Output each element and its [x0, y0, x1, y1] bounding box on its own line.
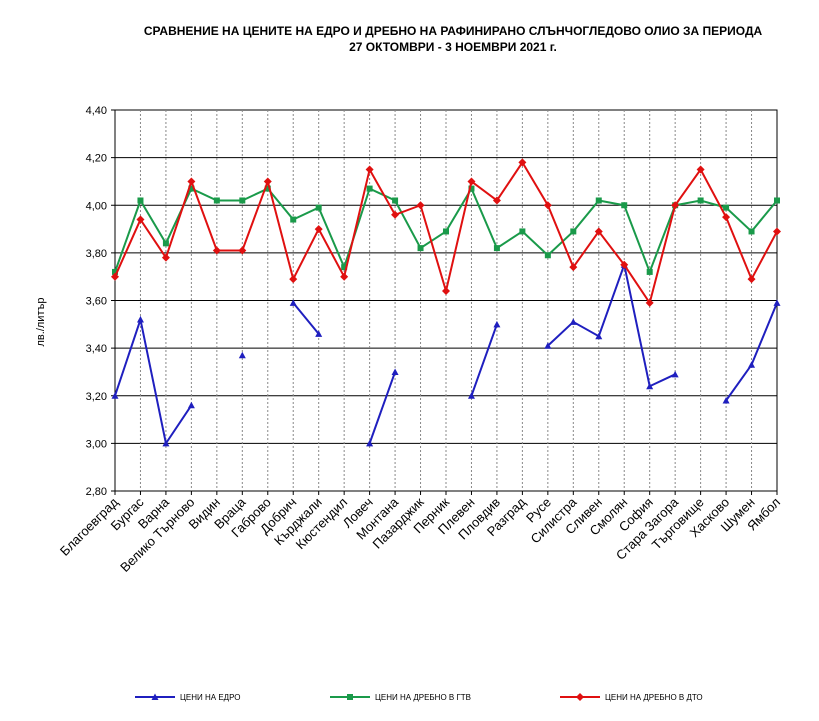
marker [544, 342, 552, 349]
legend-label: ЦЕНИ НА ДРЕБНО В ГТВ [375, 693, 471, 702]
marker [416, 201, 425, 210]
marker [468, 185, 475, 192]
legend-label: ЦЕНИ НА ДРЕБНО В ДТО [605, 693, 703, 702]
marker [188, 185, 195, 192]
marker [443, 228, 449, 235]
marker [722, 213, 731, 222]
marker [347, 694, 353, 700]
marker [493, 245, 500, 252]
marker [264, 185, 271, 192]
marker [315, 204, 322, 211]
marker [722, 397, 730, 404]
marker [392, 197, 399, 204]
marker [289, 275, 298, 284]
marker [493, 320, 501, 328]
marker [646, 268, 653, 275]
marker [239, 197, 246, 204]
marker [111, 272, 119, 281]
legend-label: ЦЕНИ НА ЕДРО [180, 693, 240, 702]
marker [748, 228, 755, 235]
marker [263, 177, 272, 186]
marker [747, 275, 756, 284]
marker [748, 361, 756, 368]
marker [366, 185, 373, 192]
marker [773, 299, 781, 306]
marker [442, 286, 450, 295]
marker [366, 439, 374, 447]
marker [238, 246, 247, 255]
marker [621, 202, 628, 209]
marker [137, 197, 144, 204]
marker [187, 177, 196, 186]
chart-subtitle: 27 ОКТОМВРИ - 3 НОЕМВРИ 2021 г. [349, 40, 557, 54]
marker [162, 240, 169, 247]
marker [290, 216, 297, 223]
y-tick-label: 4,00 [86, 200, 107, 212]
marker [595, 332, 603, 340]
marker [723, 204, 730, 211]
marker [238, 351, 246, 359]
marker [161, 253, 170, 262]
marker [136, 316, 144, 323]
marker [391, 368, 399, 375]
marker [671, 201, 680, 210]
marker [467, 177, 476, 186]
marker [467, 392, 475, 399]
marker [340, 272, 349, 281]
marker [774, 197, 780, 204]
y-tick-label: 3,40 [86, 343, 107, 355]
marker [151, 693, 159, 700]
marker [518, 158, 527, 167]
marker [645, 298, 654, 307]
marker [773, 227, 781, 236]
marker [569, 263, 578, 272]
marker [544, 252, 551, 259]
marker [315, 330, 323, 337]
marker [594, 227, 603, 236]
y-axis-label: лв./литър [35, 298, 47, 347]
marker [314, 225, 323, 234]
marker [595, 197, 602, 204]
marker [187, 401, 195, 409]
marker [162, 439, 170, 447]
chart-title: СРАВНЕНИЕ НА ЦЕНИТЕ НА ЕДРО И ДРЕБНО НА … [144, 24, 763, 38]
marker [417, 245, 424, 252]
marker [697, 197, 704, 204]
y-tick-label: 3,60 [86, 296, 107, 308]
marker [391, 210, 400, 219]
marker [136, 215, 145, 224]
y-tick-label: 4,40 [86, 105, 107, 117]
marker [671, 370, 679, 378]
marker [212, 246, 221, 255]
y-tick-label: 3,80 [86, 248, 107, 260]
marker [341, 264, 348, 271]
marker [289, 299, 297, 306]
y-tick-label: 3,00 [86, 438, 107, 450]
y-tick-label: 3,20 [86, 391, 107, 403]
marker [646, 382, 654, 390]
marker [112, 268, 118, 275]
marker [492, 196, 501, 205]
marker [570, 228, 577, 235]
marker [696, 165, 705, 174]
marker [576, 693, 584, 701]
marker [620, 260, 629, 269]
marker [569, 318, 577, 325]
marker [111, 392, 119, 399]
series-line [114, 261, 778, 446]
marker [519, 228, 526, 235]
marker [543, 201, 552, 210]
y-tick-label: 2,80 [86, 486, 107, 498]
marker [213, 197, 220, 204]
y-tick-label: 4,20 [86, 153, 107, 165]
marker [365, 165, 374, 174]
